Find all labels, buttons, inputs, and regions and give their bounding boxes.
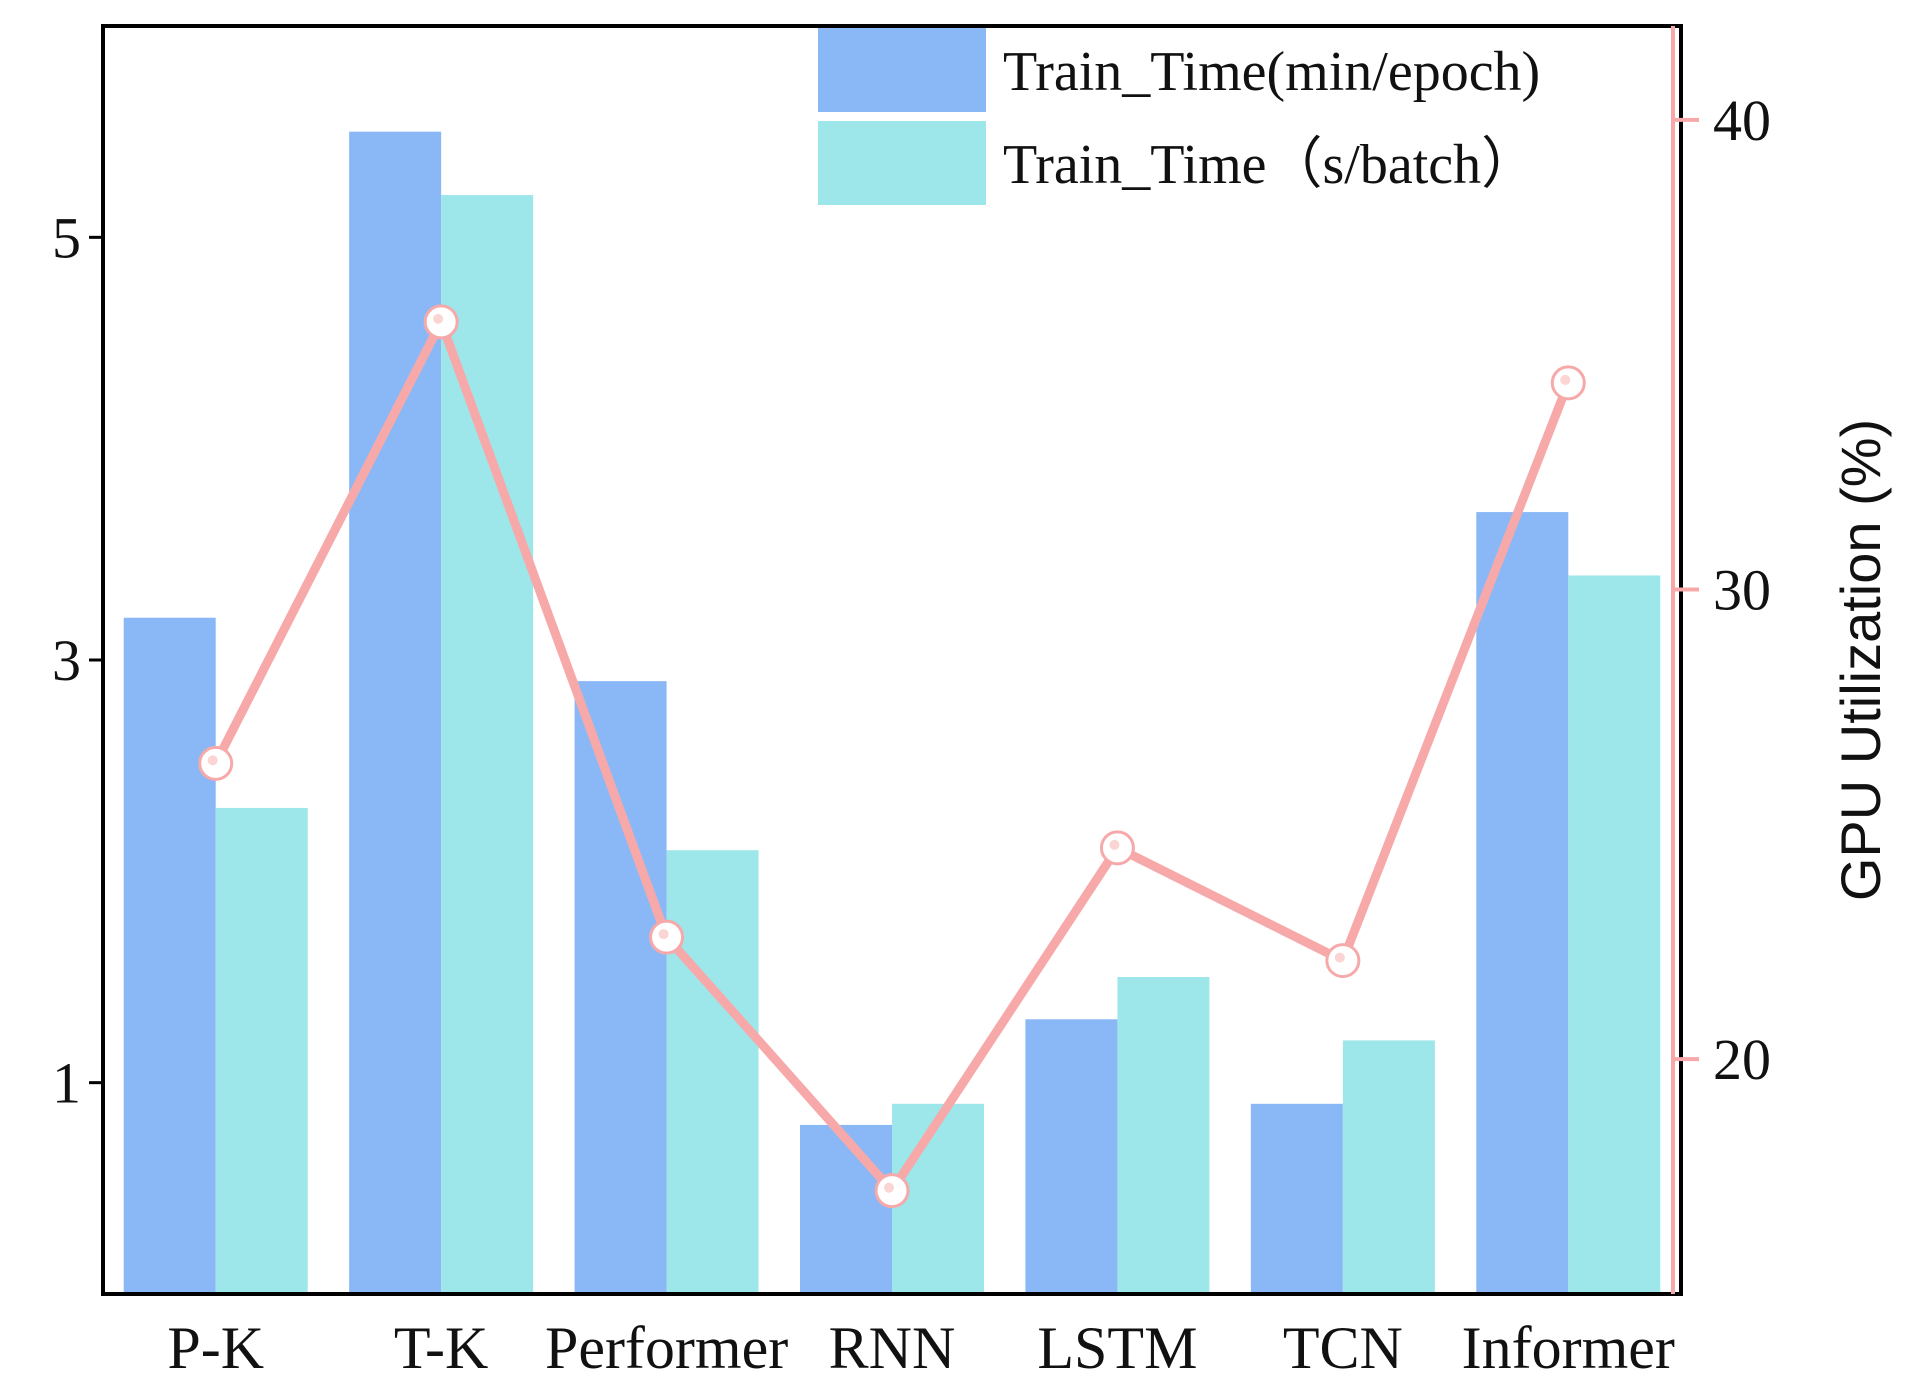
bar-s-batch-p-k [215, 807, 308, 1294]
category-label-t-k: T-K [394, 1315, 488, 1381]
category-label-performer: Performer [545, 1315, 788, 1381]
right-axis-label: GPU Utilization (%) [1829, 419, 1892, 901]
bar-min-epoch-p-k [123, 617, 216, 1294]
right-axis: 20 30 40 GPU Utilization (%) [1671, 26, 1892, 1294]
legend: Train_Time(min/epoch) Train_Time（s/batch） [818, 28, 1540, 205]
right-tick-label-20: 20 [1713, 1027, 1771, 1092]
gpu-point-dot-tcn [1334, 952, 1345, 963]
legend-swatch-2 [818, 121, 986, 205]
gpu-point-dot-performer [658, 929, 669, 940]
legend-label-1: Train_Time(min/epoch) [1003, 41, 1540, 103]
bar-min-epoch-tcn [1250, 1103, 1343, 1294]
legend-swatch-1 [818, 28, 986, 112]
x-axis: P-K T-K Performer RNN LSTM TCN Informer [167, 1315, 1675, 1381]
bar-s-batch-t-k [441, 195, 534, 1295]
gpu-line-layer [198, 304, 1586, 1209]
bar-s-batch-tcn [1342, 1040, 1435, 1294]
gpu-point-dot-rnn [884, 1182, 894, 1193]
category-label-tcn: TCN [1283, 1315, 1403, 1381]
right-tick-label-30: 30 [1713, 558, 1771, 623]
bar-min-epoch-informer [1476, 512, 1569, 1294]
gpu-point-dot-informer [1560, 374, 1571, 385]
bar-min-epoch-lstm [1025, 1019, 1118, 1294]
right-tick-label-40: 40 [1713, 88, 1771, 153]
legend-label-2: Train_Time（s/batch） [1003, 134, 1537, 196]
left-tick-label-5: 5 [52, 205, 81, 270]
category-label-lstm: LSTM [1037, 1315, 1197, 1381]
bar-s-batch-performer [666, 850, 759, 1294]
left-tick-label-1: 1 [52, 1051, 81, 1116]
category-label-informer: Informer [1462, 1315, 1675, 1381]
bar-min-epoch-performer [574, 681, 667, 1294]
gpu-point-dot-lstm [1109, 839, 1120, 850]
category-label-rnn: RNN [829, 1315, 956, 1381]
bar-s-batch-informer [1568, 575, 1661, 1294]
bar-min-epoch-rnn [800, 1124, 892, 1294]
left-axis: 1 3 5 [52, 205, 103, 1116]
bars-layer [123, 131, 1661, 1295]
gpu-point-dot-t-k [433, 313, 444, 324]
bar-s-batch-lstm [1117, 977, 1210, 1294]
bar-min-epoch-t-k [349, 131, 442, 1295]
category-label-p-k: P-K [167, 1315, 264, 1381]
left-tick-label-3: 3 [52, 628, 81, 693]
gpu-point-dot-p-k [207, 755, 218, 766]
